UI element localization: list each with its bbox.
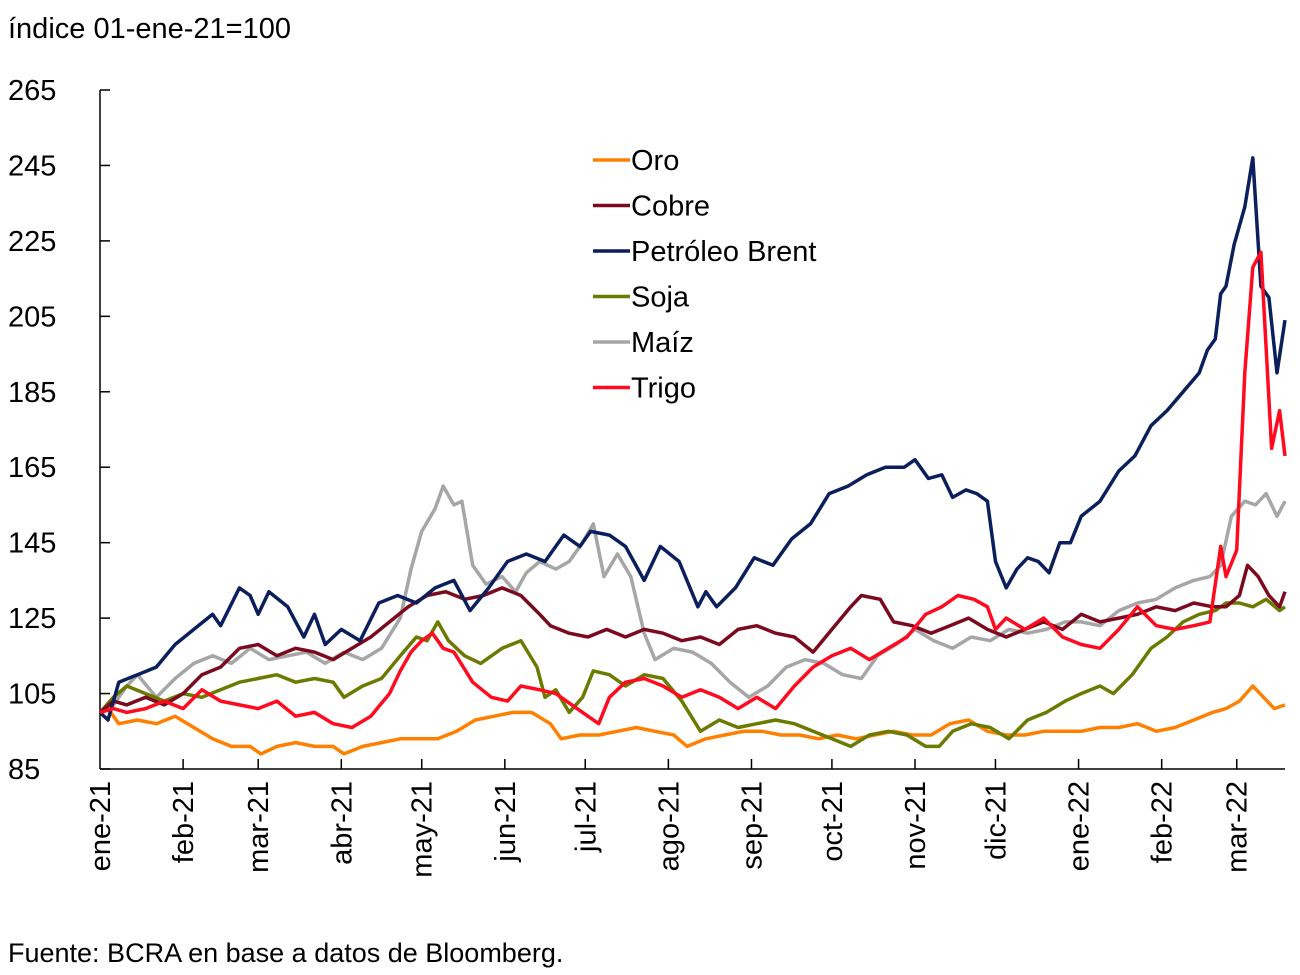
x-tick-label: nov-21	[900, 781, 932, 870]
x-tick-label: mar-22	[1222, 781, 1254, 873]
y-tick-label: 265	[8, 75, 56, 107]
series-lines	[98, 156, 1287, 756]
x-tick-label: feb-21	[168, 781, 200, 863]
legend-label: Maíz	[631, 327, 694, 359]
y-tick-label: 185	[8, 377, 56, 409]
y-tick-label: 85	[8, 754, 40, 786]
legend-item: Oro	[593, 145, 679, 177]
y-tick-label: 205	[8, 301, 56, 333]
x-tick-label: abr-21	[326, 781, 358, 865]
legend-label: Petróleo Brent	[631, 236, 816, 268]
legend-item: Petróleo Brent	[593, 236, 816, 268]
source-note: Fuente: BCRA en base a datos de Bloomber…	[8, 938, 563, 968]
x-tick-label: jul-21	[570, 781, 602, 853]
legend-item: Maíz	[593, 327, 694, 359]
y-tick-label: 225	[8, 226, 56, 258]
x-tick-label: oct-21	[817, 781, 849, 862]
legend-item: Soja	[593, 282, 690, 314]
legend-label: Trigo	[631, 373, 696, 405]
series-line-oro	[99, 684, 1286, 756]
x-tick-label: jun-21	[490, 781, 522, 863]
x-tick-label: ene-21	[85, 781, 117, 871]
legend-label: Soja	[631, 282, 690, 314]
x-tick-label: may-21	[407, 781, 439, 878]
legend-item: Cobre	[593, 191, 710, 223]
series-line-soja	[98, 597, 1287, 749]
y-axis-title: índice 01-ene-21=100	[8, 13, 291, 45]
x-tick-label: ago-21	[653, 781, 685, 871]
x-tick-label: ene-22	[1064, 781, 1096, 871]
x-axis: ene-21 feb-21 mar-21 abr-21 may-21 jun-21 jul-…	[85, 759, 1285, 878]
series-line-trigo	[99, 250, 1287, 730]
y-tick-label: 145	[8, 528, 56, 560]
x-tick-label: feb-22	[1147, 781, 1179, 863]
x-tick-label: sep-21	[736, 781, 768, 870]
series-line-ma-z	[99, 484, 1287, 714]
legend-item: Trigo	[593, 373, 696, 405]
y-tick-label: 125	[8, 603, 56, 635]
x-tick-label: dic-21	[980, 781, 1012, 860]
legend-label: Oro	[631, 145, 679, 177]
series-line-petr-leo-brent	[98, 156, 1287, 722]
y-axis: 85 105 125 145 165 185 205 225 245 265	[8, 75, 110, 786]
y-tick-label: 165	[8, 452, 56, 484]
x-tick-label: mar-21	[243, 781, 275, 873]
y-tick-label: 105	[8, 679, 56, 711]
legend: Oro Cobre Petróleo Brent Soja Maíz Trigo	[593, 145, 816, 405]
legend-label: Cobre	[631, 191, 710, 223]
y-tick-label: 245	[8, 150, 56, 182]
